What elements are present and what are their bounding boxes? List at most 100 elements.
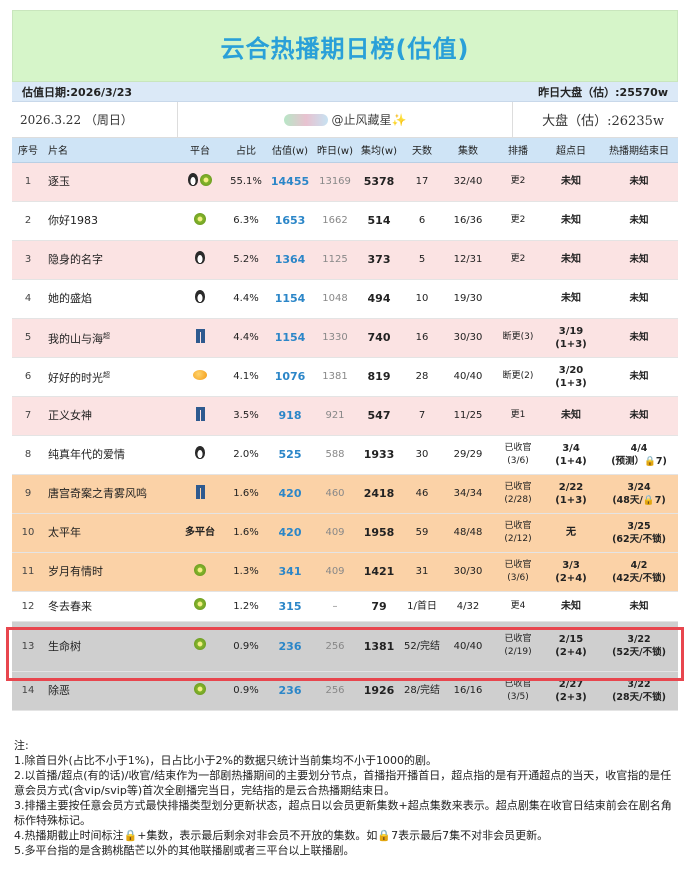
days-cell: 28/完结: [402, 671, 442, 711]
platform-text: 多平台: [185, 527, 215, 538]
ranking-sheet: 云合热播期日榜(估值) 估值日期:2026/3/23 昨日大盘（估）:25570…: [12, 10, 678, 711]
table-row: 5 我的山与海超 4.4% 1154 1330 740 16 30/30 断更(3) 3/19 (…: [12, 318, 678, 358]
episodes-cell: 4/32: [442, 591, 494, 622]
end-date-cell: 未知: [600, 201, 678, 241]
title-cell: 太平年: [44, 513, 174, 553]
penguin-icon: [195, 290, 205, 303]
average-cell: 5378: [356, 162, 402, 202]
episodes-cell: 12/31: [442, 240, 494, 280]
rank-cell: 10: [12, 513, 44, 553]
schedule-cell: 更2: [494, 162, 542, 202]
estimate-cell: 14455: [266, 162, 314, 202]
estimate-cell: 341: [266, 552, 314, 592]
end-date-cell: 未知: [600, 357, 678, 397]
days-cell: 59: [402, 513, 442, 553]
date-bar: 估值日期:2026/3/23 昨日大盘（估）:25570w: [12, 82, 678, 102]
drama-title: 冬去春来: [48, 599, 92, 613]
end-date-cell: 未知: [600, 396, 678, 436]
average-cell: 494: [356, 279, 402, 319]
platform-cell: [174, 396, 226, 436]
schedule-cell: [494, 279, 542, 319]
title-cell: 我的山与海超: [44, 318, 174, 358]
yesterday-cell: 588: [314, 435, 356, 475]
schedule-cell: 更4: [494, 591, 542, 622]
super-day-cell: 2/15 (2+4): [542, 621, 600, 672]
schedule-cell: 更2: [494, 240, 542, 280]
estimate-cell: 1154: [266, 318, 314, 358]
drama-title: 你好1983: [48, 214, 98, 227]
rank-cell: 6: [12, 357, 44, 397]
yesterday-cell: 1381: [314, 357, 356, 397]
episodes-cell: 16/16: [442, 671, 494, 711]
col-header: 天数: [402, 138, 442, 163]
estimate-cell: 1154: [266, 279, 314, 319]
average-cell: 740: [356, 318, 402, 358]
title-cell: 隐身的名字: [44, 240, 174, 280]
share-cell: 55.1%: [226, 162, 266, 202]
super-day-cell: 未知: [542, 162, 600, 202]
penguin-icon: [195, 446, 205, 459]
average-cell: 819: [356, 357, 402, 397]
table-row: 9 唐宫奇案之青雾风鸣 1.6% 420 460 2418 46 34/34 已收官 (2/28…: [12, 474, 678, 514]
rank-cell: 8: [12, 435, 44, 475]
note-item: 5.多平台指的是含鹅桃酷芒以外的其他联播剧或者三平台以上联播剧。: [14, 844, 355, 857]
drama-title: 太平年: [48, 526, 81, 539]
yesterday-cell: 1662: [314, 201, 356, 241]
penguin-icon: [188, 173, 198, 186]
yesterday-cell: 921: [314, 396, 356, 436]
days-cell: 46: [402, 474, 442, 514]
drama-title: 除恶: [48, 684, 70, 697]
share-cell: 1.3%: [226, 552, 266, 592]
drama-title: 我的山与海: [48, 332, 103, 346]
schedule-cell: 已收官 (3/6): [494, 552, 542, 592]
average-cell: 1926: [356, 671, 402, 711]
schedule-cell: 更1: [494, 396, 542, 436]
super-day-cell: 3/20 (1+3): [542, 357, 600, 397]
share-cell: 1.2%: [226, 591, 266, 622]
estimate-cell: 315: [266, 591, 314, 622]
end-date-cell: 3/22 (28天/不锁): [600, 671, 678, 711]
kiwi-icon: [194, 638, 206, 650]
report-date: 2026.3.22 （周日）: [20, 113, 133, 127]
episodes-cell: 16/36: [442, 201, 494, 241]
rank-cell: 4: [12, 279, 44, 319]
col-header: 估值(w): [266, 138, 314, 163]
average-cell: 2418: [356, 474, 402, 514]
info-row: 2026.3.22 （周日） @止风藏星✨ 大盘（估）:26235w: [12, 102, 678, 138]
super-day-cell: 2/27 (2+3): [542, 671, 600, 711]
col-header: 占比: [226, 138, 266, 163]
rank-cell: 13: [12, 621, 44, 672]
drama-title: 好好的时光: [48, 371, 103, 385]
platform-cell: [174, 435, 226, 475]
share-cell: 6.3%: [226, 201, 266, 241]
episodes-cell: 32/40: [442, 162, 494, 202]
episodes-cell: 48/48: [442, 513, 494, 553]
schedule-cell: 已收官 (2/12): [494, 513, 542, 553]
yesterday-cell: –: [314, 591, 356, 622]
platform-cell: [174, 279, 226, 319]
estimate-cell: 1364: [266, 240, 314, 280]
table-row: 14 除恶 0.9% 236 256 1926 28/完结 16/16 已收官 (3/5) 2/2…: [12, 671, 678, 711]
schedule-cell: 已收官 (2/19): [494, 621, 542, 672]
episodes-cell: 34/34: [442, 474, 494, 514]
end-date-cell: 3/25 (62天/不锁): [600, 513, 678, 553]
schedule-cell: 已收官 (3/5): [494, 671, 542, 711]
yesterday-market: 昨日大盘（估）:25570w: [538, 85, 668, 99]
rank-cell: 2: [12, 201, 44, 241]
share-cell: 4.1%: [226, 357, 266, 397]
average-cell: 547: [356, 396, 402, 436]
col-header: 序号: [12, 138, 44, 163]
title-cell: 唐宫奇案之青雾风鸣: [44, 474, 174, 514]
estimate-cell: 1076: [266, 357, 314, 397]
note-item: 4.热播期截止时间标注🔒+集数，表示最后剩余对非会员不开放的集数。如🔒7表示最后…: [14, 829, 549, 842]
note-item: 3.排播主要按任意会员方式最快排播类型划分更新状态，超点日以会员更新集数+超点集…: [14, 799, 672, 827]
pants-icon: [195, 328, 205, 343]
title-cell: 岁月有情时: [44, 552, 174, 592]
title-cell: 纯真年代的爱情: [44, 435, 174, 475]
share-cell: 1.6%: [226, 474, 266, 514]
title-cell: 逐玉: [44, 162, 174, 202]
page-title: 云合热播期日榜(估值): [220, 34, 470, 63]
drama-title: 岁月有情时: [48, 565, 103, 578]
table-row: 12 冬去春来 1.2% 315–79 1/首日 4/32 更4 未知 未知: [12, 591, 678, 622]
estimate-date: 估值日期:2026/3/23: [22, 85, 133, 99]
